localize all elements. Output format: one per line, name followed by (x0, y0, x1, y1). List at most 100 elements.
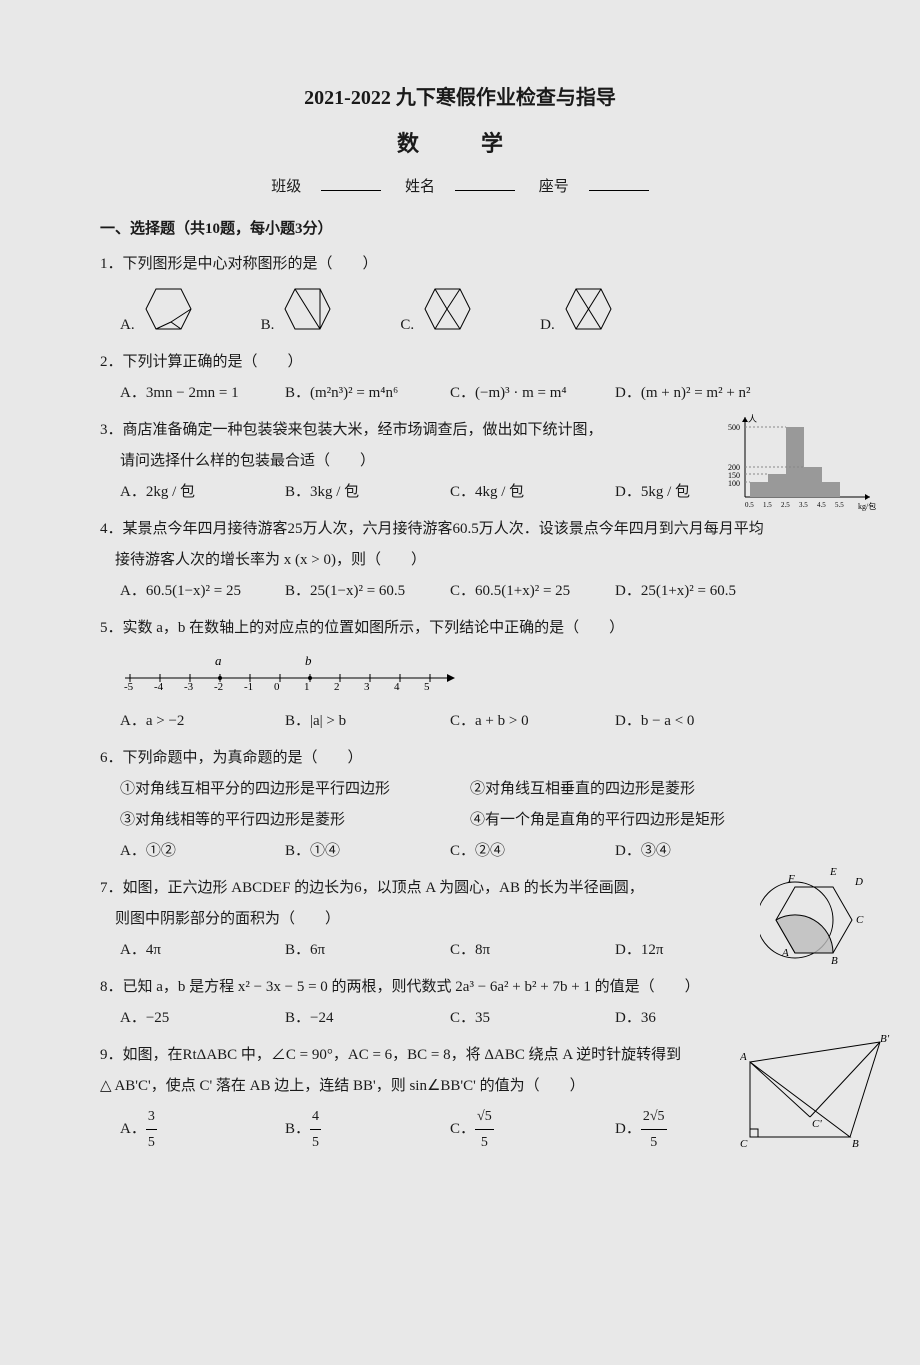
svg-text:-3: -3 (184, 681, 194, 690)
number-line-icon: -5 -4 -3 -2 -1 0 1 2 3 4 5 a b (120, 650, 460, 690)
name-label: 姓名 (405, 179, 435, 195)
svg-text:C: C (856, 914, 864, 926)
svg-text:F: F (787, 873, 795, 885)
svg-text:B': B' (880, 1033, 890, 1045)
svg-text:2: 2 (334, 681, 340, 690)
svg-text:5: 5 (424, 681, 430, 690)
svg-text:4.5: 4.5 (817, 501, 826, 509)
q3-c: C．4kg / 包 (450, 479, 600, 506)
q6-s4: ④有一个角是直角的平行四边形是矩形 (470, 807, 820, 834)
q6-a: A．①② (120, 838, 270, 865)
q8-d: D．36 (615, 1005, 765, 1032)
svg-text:B: B (831, 955, 838, 965)
seat-label: 座号 (539, 179, 569, 195)
q4-a: A．60.5(1−x)² = 25 (120, 578, 270, 605)
svg-text:kg/包: kg/包 (858, 501, 876, 511)
svg-text:0: 0 (274, 681, 280, 690)
q6-c: C．②④ (450, 838, 600, 865)
q4-text1: 4．某景点今年四月接待游客25万人次，六月接待游客60.5万人次．设该景点今年四… (100, 516, 820, 543)
question-7: 7．如图，正六边形 ABCDEF 的边长为6，以顶点 A 为圆心，AB 的长为半… (100, 875, 820, 964)
q3-text2: 请问选择什么样的包装最合适（ ） (100, 448, 820, 475)
svg-text:C': C' (812, 1118, 822, 1130)
q7-c: C．8π (450, 937, 600, 964)
svg-text:3.5: 3.5 (799, 501, 808, 509)
svg-text:B: B (852, 1138, 859, 1147)
hexagon-c-icon (420, 284, 480, 339)
q7-a: A．4π (120, 937, 270, 964)
q8-a: A．−25 (120, 1005, 270, 1032)
q6-d: D．③④ (615, 838, 765, 865)
exam-title: 2021-2022 九下寒假作业检查与指导 (100, 80, 820, 116)
q9-c: C．√55 (450, 1104, 600, 1155)
q5-c: C．a + b > 0 (450, 708, 600, 735)
question-8: 8．已知 a，b 是方程 x² − 3x − 5 = 0 的两根，则代数式 2a… (100, 974, 820, 1032)
q8-b: B．−24 (285, 1005, 435, 1032)
question-2: 2．下列计算正确的是（ ） A．3mn − 2mn = 1 B．(m²n³)² … (100, 349, 820, 407)
svg-text:100: 100 (728, 479, 740, 488)
q3-text1: 3．商店准备确定一种包装袋来包装大米，经市场调查后，做出如下统计图， (100, 417, 820, 444)
svg-text:-1: -1 (244, 681, 253, 690)
q6-text: 6．下列命题中，为真命题的是（ ） (100, 745, 820, 772)
q1-a-label: A. (120, 312, 135, 339)
svg-text:b: b (305, 653, 312, 668)
q5-b: B．|a| > b (285, 708, 435, 735)
q9-b: B．45 (285, 1104, 435, 1155)
class-label: 班级 (271, 179, 301, 195)
svg-text:3: 3 (364, 681, 370, 690)
q1-d-label: D. (540, 312, 555, 339)
q1-b-label: B. (261, 312, 275, 339)
q2-a: A．3mn − 2mn = 1 (120, 380, 270, 407)
svg-text:4: 4 (394, 681, 400, 690)
q6-s1: ①对角线互相平分的四边形是平行四边形 (120, 776, 470, 803)
q7-text1: 7．如图，正六边形 ABCDEF 的边长为6，以顶点 A 为圆心，AB 的长为半… (100, 875, 820, 902)
q9-text1: 9．如图，在RtΔABC 中，∠C = 90°，AC = 6，BC = 8，将 … (100, 1042, 820, 1069)
svg-text:D: D (854, 876, 863, 888)
subject-title: 数 学 (100, 124, 820, 164)
svg-text:-4: -4 (154, 681, 164, 690)
svg-text:-5: -5 (124, 681, 134, 690)
svg-text:500: 500 (728, 423, 740, 432)
svg-text:1.5: 1.5 (763, 501, 772, 509)
svg-text:a: a (215, 653, 222, 668)
q3-a: A．2kg / 包 (120, 479, 270, 506)
q4-d: D．25(1+x)² = 60.5 (615, 578, 765, 605)
q6-s2: ②对角线互相垂直的四边形是菱形 (470, 776, 820, 803)
q7-b: B．6π (285, 937, 435, 964)
q2-text: 2．下列计算正确的是（ ） (100, 349, 820, 376)
svg-text:5.5: 5.5 (835, 501, 844, 509)
question-9: 9．如图，在RtΔABC 中，∠C = 90°，AC = 6，BC = 8，将 … (100, 1042, 820, 1155)
hexagon-b-icon (280, 284, 340, 339)
q2-b: B．(m²n³)² = m⁴n⁶ (285, 380, 435, 407)
q7-d: D．12π (615, 937, 765, 964)
q8-text: 8．已知 a，b 是方程 x² − 3x − 5 = 0 的两根，则代数式 2a… (100, 974, 820, 1001)
svg-text:-2: -2 (214, 681, 223, 690)
svg-text:C: C (740, 1138, 748, 1147)
q9-a: A．35 (120, 1104, 270, 1155)
q5-text: 5．实数 a，b 在数轴上的对应点的位置如图所示，下列结论中正确的是（ ） (100, 615, 820, 642)
q3-bar-chart: 人 kg/包 500 200 150 100 0.5 1.5 2.5 3.5 4… (720, 412, 880, 512)
question-4: 4．某景点今年四月接待游客25万人次，六月接待游客60.5万人次．设该景点今年四… (100, 516, 820, 605)
q6-b: B．①④ (285, 838, 435, 865)
svg-text:0.5: 0.5 (745, 501, 754, 509)
q7-hexagon-circle-icon: A B C D E F (760, 860, 880, 965)
q9-text2: △ AB'C'，使点 C' 落在 AB 边上，连结 BB'，则 sin∠BB'C… (100, 1073, 820, 1100)
svg-text:A: A (740, 1051, 747, 1063)
q6-s3: ③对角线相等的平行四边形是菱形 (120, 807, 470, 834)
q9-triangle-icon: C B A B' C' (740, 1032, 890, 1147)
q8-c: C．35 (450, 1005, 600, 1032)
q2-c: C．(−m)³ · m = m⁴ (450, 380, 600, 407)
q1-text: 1．下列图形是中心对称图形的是（ ） (100, 251, 820, 278)
svg-text:人: 人 (748, 414, 757, 424)
q5-a: A．a > −2 (120, 708, 270, 735)
question-5: 5．实数 a，b 在数轴上的对应点的位置如图所示，下列结论中正确的是（ ） -5… (100, 615, 820, 735)
section-1-header: 一、选择题（共10题，每小题3分） (100, 216, 820, 243)
q3-b: B．3kg / 包 (285, 479, 435, 506)
q4-b: B．25(1−x)² = 60.5 (285, 578, 435, 605)
hexagon-a-icon (141, 284, 201, 339)
q5-d: D．b − a < 0 (615, 708, 765, 735)
svg-text:2.5: 2.5 (781, 501, 790, 509)
question-1: 1．下列图形是中心对称图形的是（ ） A. B. C. (100, 251, 820, 339)
q7-text2: 则图中阴影部分的面积为（ ） (100, 906, 820, 933)
svg-text:1: 1 (304, 681, 310, 690)
q1-c-label: C. (400, 312, 414, 339)
